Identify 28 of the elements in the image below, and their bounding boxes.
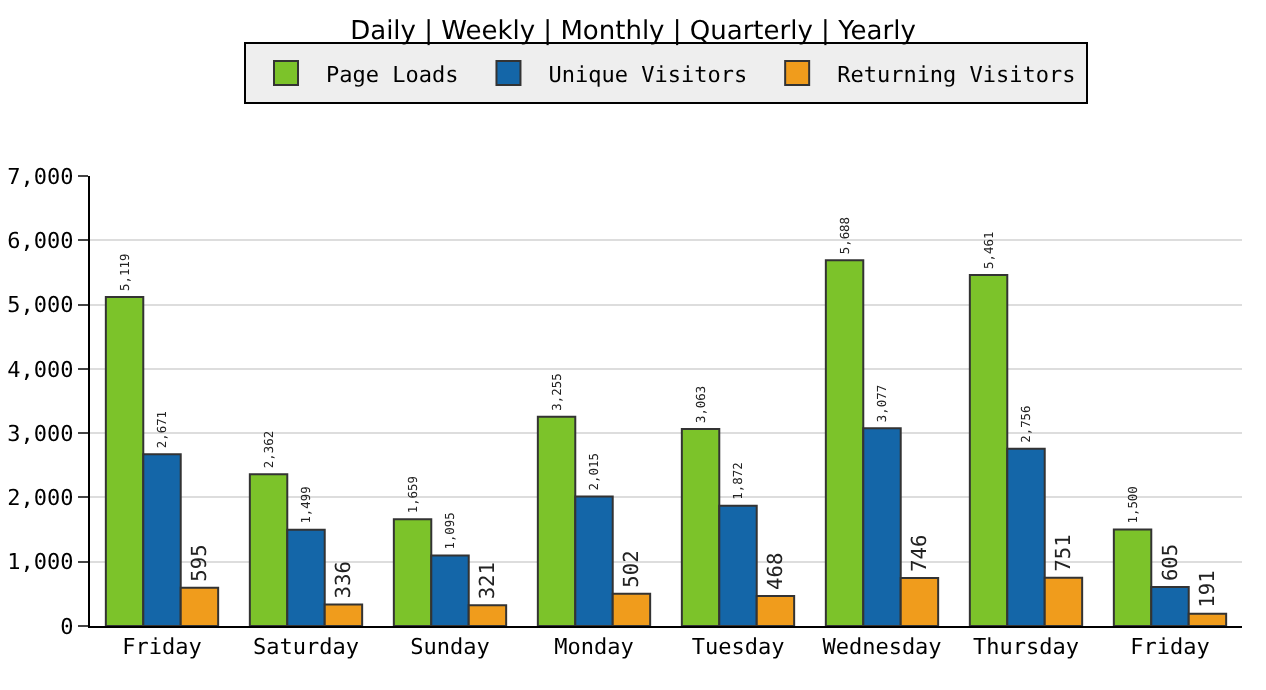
legend-label: Returning Visitors (837, 61, 1076, 88)
data-label: 605 (1158, 543, 1183, 582)
x-tick-label: Monday (554, 634, 635, 661)
data-label: 336 (332, 560, 357, 599)
y-tick-label: 7,000 (7, 163, 74, 190)
legend-label: Page Loads (326, 61, 459, 88)
x-tick-label: Friday (122, 634, 203, 661)
data-label: 751 (1052, 534, 1077, 572)
x-tick-label: Tuesday (691, 634, 786, 661)
x-tick-label: Saturday (253, 634, 360, 661)
y-tick-label: 5,000 (7, 292, 74, 319)
data-label: 321 (476, 561, 501, 600)
x-tick-label: Sunday (410, 634, 491, 661)
y-tick-label: 6,000 (7, 227, 74, 254)
data-label: 595 (188, 544, 213, 582)
x-tick-label: Friday (1130, 634, 1211, 661)
y-tick-label: 4,000 (7, 356, 74, 383)
data-label: 746 (908, 534, 933, 573)
x-tick-label: Thursday (973, 634, 1080, 661)
legend-label: Unique Visitors (548, 61, 748, 88)
data-label: 502 (620, 550, 645, 588)
y-tick-label: 2,000 (7, 485, 74, 512)
x-tick-label: Wednesday (822, 634, 943, 661)
data-label: 191 (1196, 570, 1221, 608)
data-label: 468 (764, 552, 789, 590)
y-tick-label: 0 (60, 613, 74, 640)
y-tick-label: 1,000 (7, 549, 74, 576)
y-tick-label: 3,000 (7, 420, 74, 447)
